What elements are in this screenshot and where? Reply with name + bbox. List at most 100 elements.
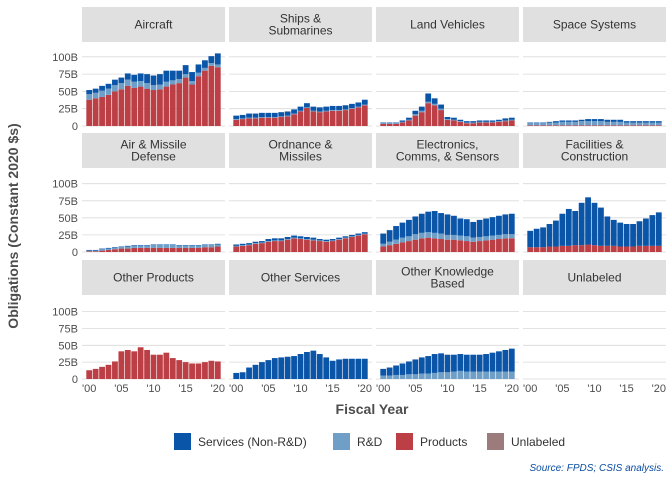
panel-title: Based xyxy=(430,277,464,291)
bar-rd xyxy=(336,239,342,240)
bar-services xyxy=(438,213,444,234)
bar-rd xyxy=(470,122,477,124)
bar-rd xyxy=(412,114,419,116)
bar-services xyxy=(406,219,412,237)
bar-products xyxy=(137,247,144,252)
bar-services xyxy=(438,104,444,109)
bar-rd xyxy=(131,81,138,88)
bar-services xyxy=(342,105,349,110)
bar-products xyxy=(182,77,189,126)
bar-services xyxy=(176,70,183,79)
bar-services xyxy=(246,243,252,245)
bar-products xyxy=(157,354,163,379)
bar-products xyxy=(393,243,399,252)
bar-services xyxy=(259,112,265,118)
bar-services xyxy=(118,77,125,84)
bar-rd xyxy=(393,374,399,379)
bar-products xyxy=(278,241,285,252)
bar-rd xyxy=(278,240,285,242)
bar-products xyxy=(208,65,215,126)
bar-rd xyxy=(189,81,195,85)
bar-rd xyxy=(604,121,611,126)
x-tick-label: '20 xyxy=(358,383,372,395)
bar-rd xyxy=(336,110,342,111)
bar-rd xyxy=(252,117,259,119)
bar-rd xyxy=(214,64,221,68)
bar-services xyxy=(202,60,208,68)
bar-products xyxy=(649,245,656,252)
panel-title: Other Products xyxy=(113,271,194,285)
bar-rd xyxy=(533,123,540,126)
x-tick-label: '00 xyxy=(229,383,243,395)
bar-services xyxy=(105,247,112,249)
bar-services xyxy=(444,354,451,373)
bar-products xyxy=(553,246,559,252)
bar-rd xyxy=(208,245,215,248)
bar-products xyxy=(112,91,118,126)
bar-products xyxy=(643,125,649,126)
bar-rd xyxy=(349,236,355,237)
bar-products xyxy=(163,247,170,252)
bar-rd xyxy=(489,121,496,123)
bar-services xyxy=(476,120,483,122)
bar-products xyxy=(533,125,540,126)
bar-services xyxy=(323,106,330,111)
bar-services xyxy=(323,239,330,242)
bar-services xyxy=(470,354,477,372)
bar-services xyxy=(508,213,515,235)
bar-rd xyxy=(463,371,470,379)
bar-services xyxy=(380,368,387,376)
bar-services xyxy=(271,238,278,241)
bar-services xyxy=(585,197,591,245)
bar-products xyxy=(105,94,112,127)
bar-services xyxy=(604,119,611,122)
y-tick-label: 0 xyxy=(72,247,78,259)
bar-rd xyxy=(323,241,330,242)
bar-products xyxy=(214,246,221,252)
legend-key-unlabeled xyxy=(487,433,504,450)
bar-rd xyxy=(310,239,317,241)
legend-label-products: Products xyxy=(420,435,467,449)
bar-services xyxy=(124,245,131,247)
bar-services xyxy=(431,354,438,373)
bar-rd xyxy=(502,371,509,379)
bar-services xyxy=(252,113,259,118)
bar-services xyxy=(208,244,215,246)
bar-services xyxy=(265,112,272,118)
legend-label-unlabeled: Unlabeled xyxy=(511,435,565,449)
bar-products xyxy=(157,89,163,126)
bar-rd xyxy=(386,123,393,124)
panel-strip xyxy=(523,260,666,295)
bar-products xyxy=(208,360,215,379)
bar-services xyxy=(489,120,496,122)
bar-services xyxy=(355,233,362,235)
bar-products xyxy=(451,120,457,126)
bar-rd xyxy=(150,85,157,91)
bar-services xyxy=(163,70,170,82)
bar-services xyxy=(150,75,157,86)
bar-products xyxy=(304,239,310,252)
bar-rd xyxy=(476,236,483,242)
bar-services xyxy=(470,121,477,123)
bar-services xyxy=(233,244,240,246)
bar-products xyxy=(176,360,183,379)
bar-rd xyxy=(182,74,189,78)
bar-rd xyxy=(157,84,163,90)
bar-rd xyxy=(361,233,368,235)
bar-products xyxy=(496,121,502,126)
bar-services xyxy=(451,354,457,372)
x-tick-label: '15 xyxy=(178,383,192,395)
bar-rd xyxy=(406,236,412,242)
y-tick-label: 0 xyxy=(72,121,78,133)
bar-rd xyxy=(565,121,572,126)
bar-rd xyxy=(623,122,630,126)
bar-products xyxy=(150,90,157,126)
bar-products xyxy=(470,123,477,126)
bar-products xyxy=(284,116,291,126)
bar-products xyxy=(559,245,566,252)
bar-rd xyxy=(425,101,432,104)
bar-rd xyxy=(310,110,317,112)
bar-products xyxy=(489,122,496,126)
bar-rd xyxy=(124,246,131,249)
